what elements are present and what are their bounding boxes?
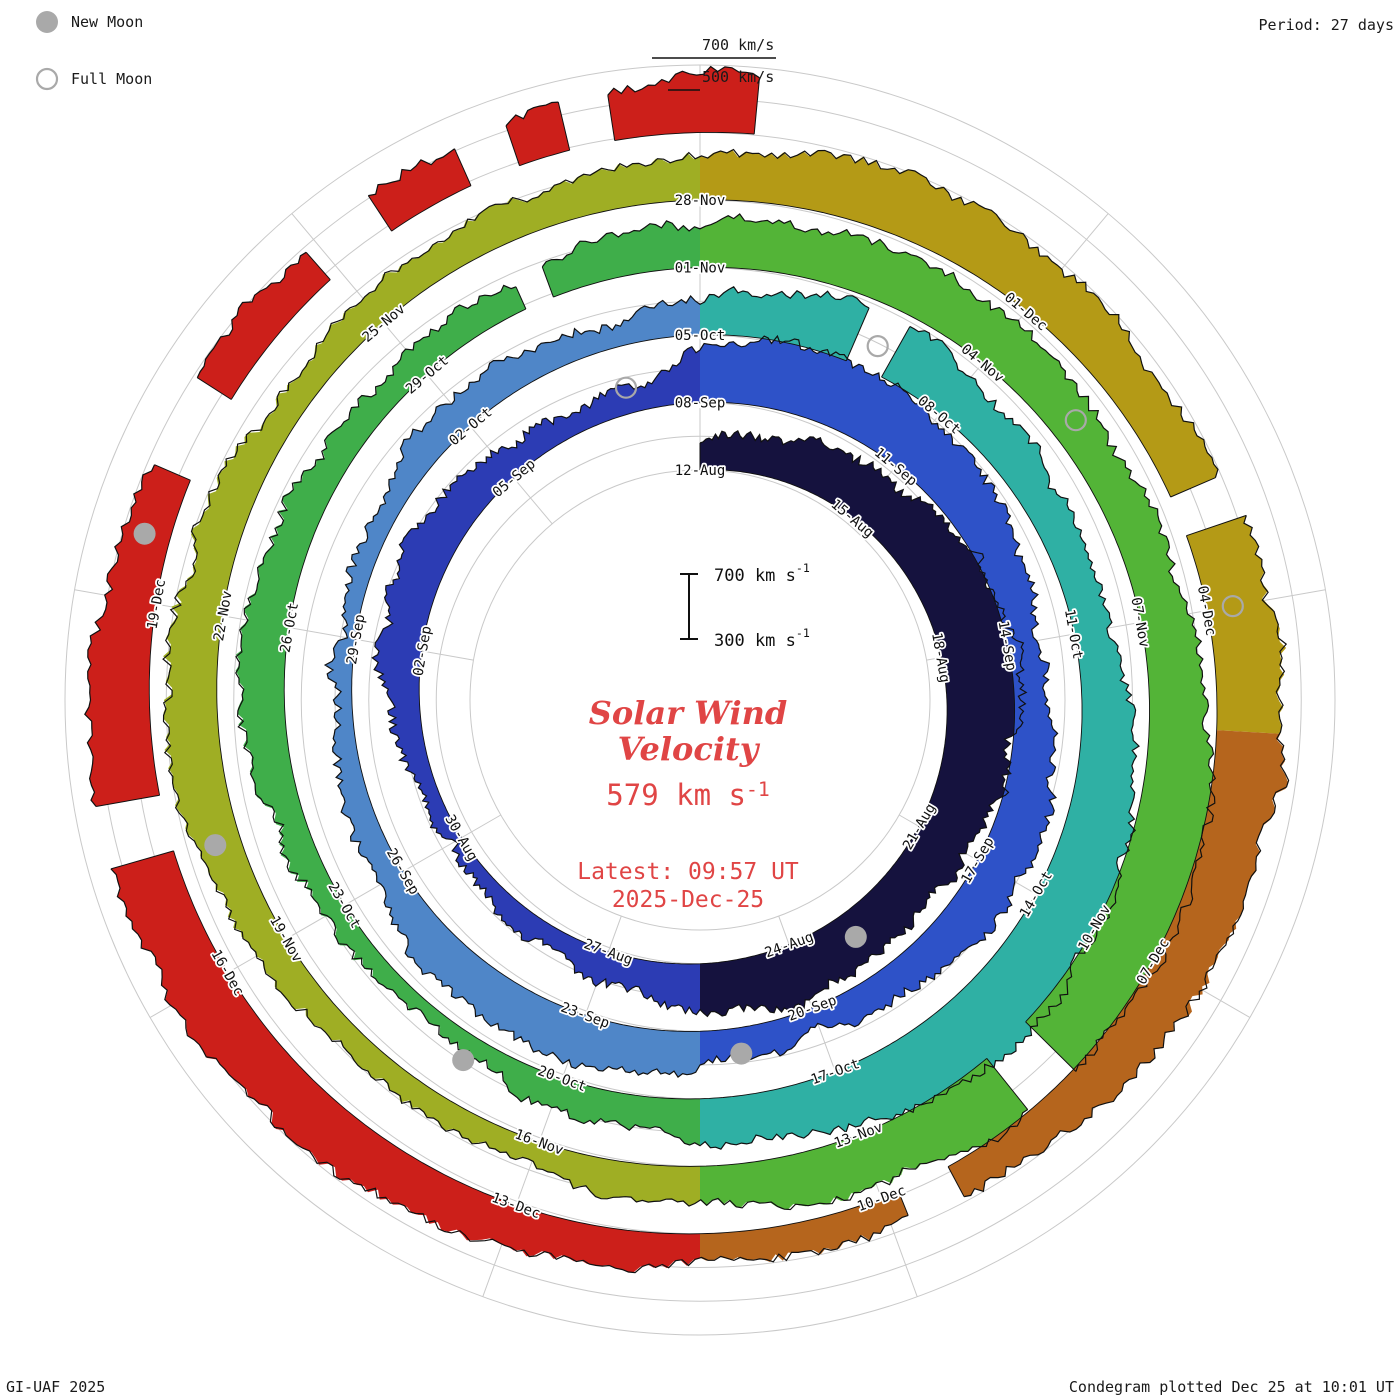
chart-title-line2: Velocity [618,730,761,768]
velocity-band [700,430,1027,1017]
velocity-trace [84,464,156,807]
full-moon-marker [866,335,889,358]
spiral-baseline [148,480,191,796]
velocity-trace [963,515,1290,1198]
gap-edge [454,148,472,186]
velocity-band [700,214,1216,1072]
gap-edge [305,251,331,281]
velocity-band [700,1058,1028,1210]
spiral-baseline [283,308,1083,1100]
velocity-band [84,464,191,807]
new-moon-marker [452,1049,475,1072]
gap-edge [96,794,160,807]
spiral-chart: 12-Aug15-Aug18-Aug21-Aug24-Aug27-Aug30-A… [64,64,1336,1336]
new-moon-legend-label: New Moon [71,13,143,31]
spiral-baseline [614,131,755,142]
velocity-band [197,252,331,400]
new-moon-legend-icon [36,11,58,33]
velocity-band [368,148,471,232]
velocity-trace [607,65,760,96]
gap-edge [845,307,870,361]
spiral-baseline [216,199,1172,1167]
gap-edge [947,1166,965,1197]
spiral-baseline [519,149,570,167]
latest-date-label: 2025-Dec-25 [612,887,764,913]
gap-edge [753,77,760,135]
velocity-band [607,66,760,141]
gap-edge [986,1058,1029,1110]
velocity-trace [505,101,559,127]
velocity-band [235,285,700,1146]
credit-label: GI-UAF 2025 [6,1378,105,1396]
date-label: 01-Nov [675,261,726,277]
current-velocity-value: 579 km s-1 [606,778,769,812]
new-moon-marker [730,1042,753,1065]
velocity-band [110,850,700,1273]
spiral-baseline [553,266,1150,1023]
outer-scale-700-label: 700 km/s [702,36,774,54]
plotted-label: Condegram plotted Dec 25 at 10:01 UT [1069,1378,1394,1396]
gap-edge [197,377,232,400]
full-moon-legend-label: Full Moon [71,70,152,88]
gap-edge [1170,477,1216,498]
spiral-baseline [391,185,472,232]
velocity-band [700,1191,909,1262]
chart-title-line1: Solar Wind [589,694,788,732]
velocity-trace [541,213,1217,1072]
gap-edge [1186,514,1247,537]
velocity-band [372,346,700,1015]
gap-edge [154,464,191,481]
velocity-band [700,149,1218,497]
grid-spoke [847,213,1109,525]
full-moon-legend-icon [35,67,59,91]
gap-edge [515,286,527,310]
moon-legend: New Moon Full Moon [35,11,152,91]
velocity-band [163,152,701,1207]
date-label: 28-Nov [675,193,726,209]
date-label: 08-Sep [675,396,726,412]
new-moon-marker [133,522,156,545]
spiral-baseline [173,850,899,1235]
latest-time-label: Latest: 09:57 UT [577,859,799,885]
full-moon-marker [614,376,638,399]
gap-edge [367,195,393,232]
velocity-band [700,286,870,361]
spiral-baseline [230,279,331,400]
gap-edge [1025,1021,1077,1072]
date-label: 12-Aug [675,463,726,479]
velocity-band [542,220,700,298]
gap-edge [110,850,174,870]
outer-scale-500-label: 500 km/s [702,68,774,86]
velocity-band [700,326,1139,1150]
new-moon-marker [204,834,227,857]
gap-edge [541,266,554,298]
velocity-trace [235,284,1140,1150]
spiral-baseline [351,334,1016,1032]
spiral-baseline [947,535,1218,1167]
velocity-band [1186,515,1287,734]
center-scale-top-label: 700 km s-1 [714,561,810,586]
date-label: 05-Oct [675,328,726,344]
velocity-trace [196,251,307,378]
center-scale: 700 km s-1 300 km s-1 [680,561,810,651]
velocity-trace [368,148,455,197]
full-moon-marker [1221,594,1244,618]
center-scale-bottom-label: 300 km s-1 [714,626,810,651]
gap-edge [607,95,616,141]
gap-edge [897,1190,909,1216]
outer-scale: 700 km/s 500 km/s [652,36,776,91]
gap-edge [881,326,911,378]
velocity-trace [323,286,1059,1078]
new-moon-marker [844,925,867,948]
velocity-trace [110,868,909,1274]
period-label: Period: 27 days [1259,16,1394,34]
center-info: Solar Wind Velocity 579 km s-1 Latest: 0… [577,694,799,913]
velocity-trace [162,148,1219,1211]
gap-edge [557,101,571,151]
full-moon-marker [1064,409,1087,432]
velocity-band [700,336,1058,1066]
gap-edge [505,125,520,166]
